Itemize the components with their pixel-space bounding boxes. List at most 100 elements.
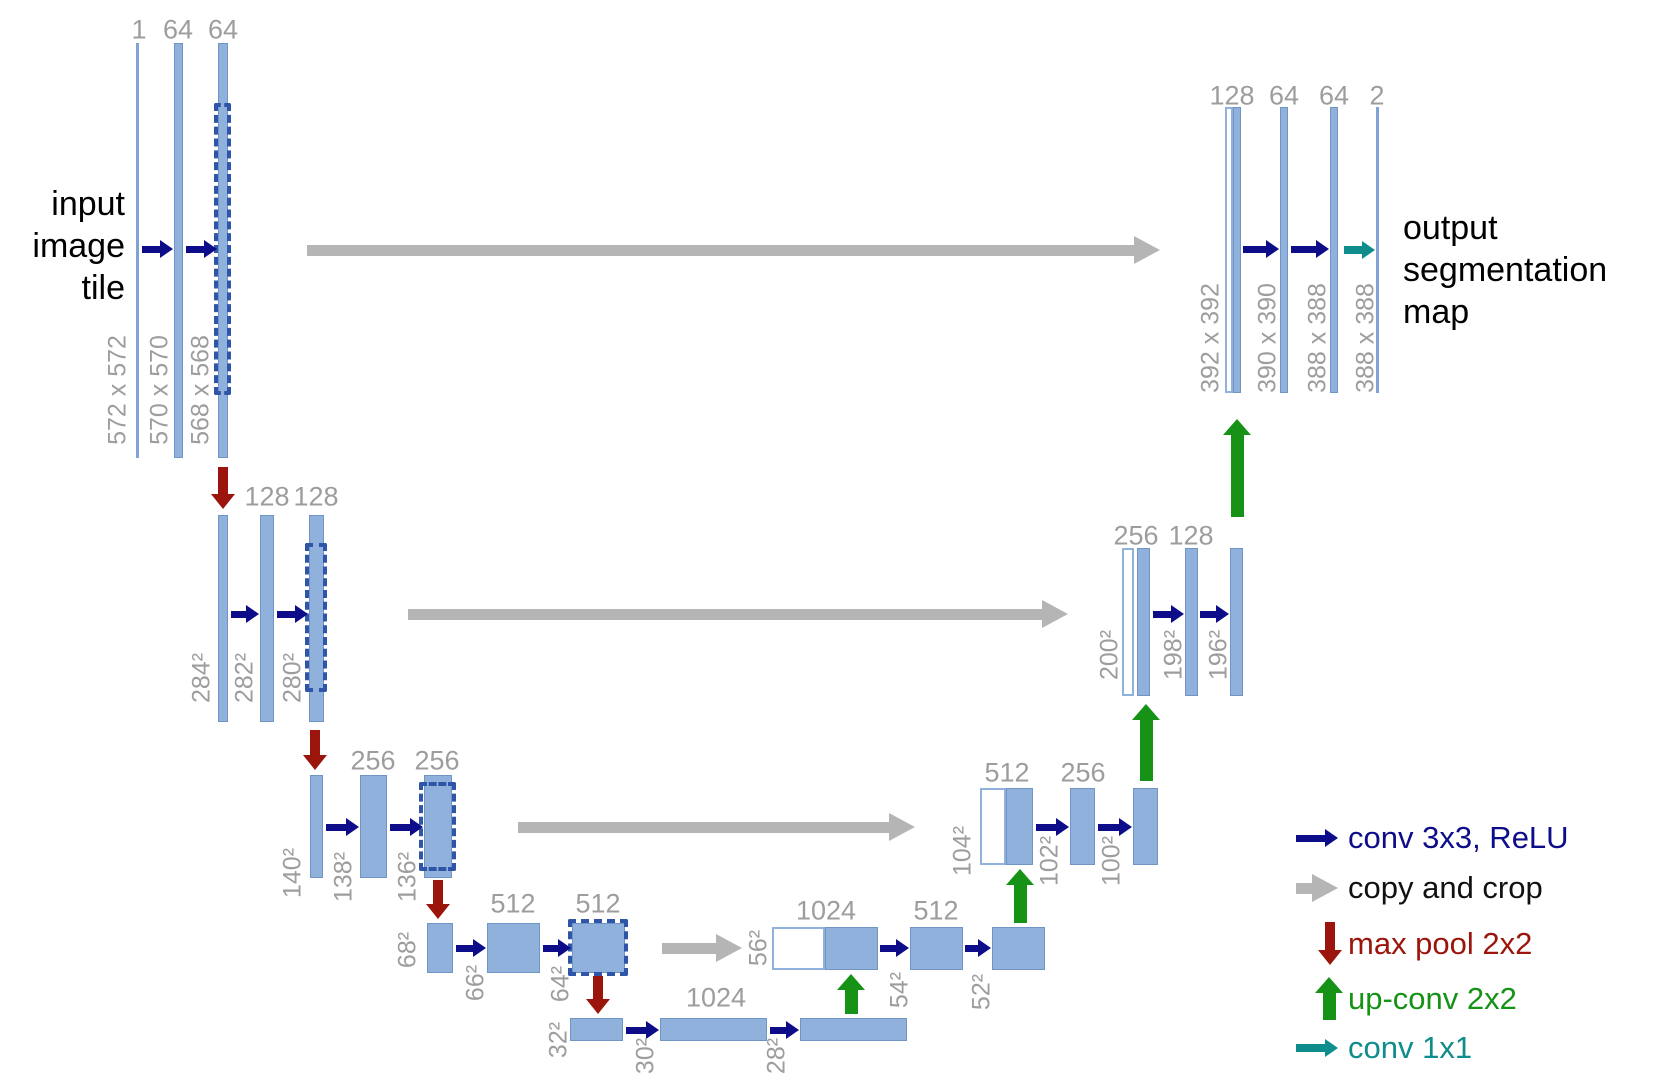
feature-size-label: 138²	[329, 851, 358, 903]
feature-map-bar	[260, 515, 274, 722]
feature-size-label: 104²	[948, 825, 977, 877]
copied-feature-map-bar	[1225, 107, 1233, 393]
feature-size-label: 64²	[546, 965, 575, 1003]
feature-map-bar	[487, 923, 540, 973]
crop-region-outline	[419, 782, 456, 871]
up-conv-arrow	[1223, 419, 1251, 517]
conv1x1-arrow	[1344, 240, 1375, 260]
copy-crop-arrow	[518, 813, 915, 841]
feature-size-label: 28²	[762, 1037, 791, 1075]
input-label-line: image	[32, 227, 125, 265]
input-label-line: tile	[81, 269, 125, 307]
feature-map-bar	[174, 43, 183, 458]
conv3x3-arrow	[231, 605, 259, 623]
max-pool-arrow	[211, 467, 235, 509]
feature-size-label: 392 x 392	[1196, 283, 1225, 393]
copy-crop-arrow	[307, 236, 1160, 264]
feature-map-bar	[572, 923, 625, 973]
channel-count-label: 128	[244, 481, 290, 512]
channel-count-label: 512	[913, 895, 959, 926]
channel-count-label: 128	[293, 481, 339, 512]
feature-map-bar	[310, 775, 323, 878]
channel-count-label: 2	[1369, 80, 1385, 111]
feature-map-bar	[1233, 107, 1241, 393]
channel-count-label: 128	[1209, 80, 1255, 111]
input-label-line: input	[51, 185, 125, 223]
conv3x3-arrow	[390, 818, 423, 836]
channel-count-label: 64	[207, 14, 239, 45]
conv3x3-arrow	[277, 605, 308, 623]
feature-size-label: 568 x 568	[186, 335, 215, 445]
feature-size-label: 388 x 388	[1351, 283, 1380, 393]
feature-map-bar	[136, 43, 139, 458]
max-pool-arrow	[586, 976, 610, 1014]
channel-count-label: 128	[1168, 520, 1214, 551]
feature-map-bar	[1330, 107, 1338, 393]
legend-label-conv3x3: conv 3x3, ReLU	[1348, 820, 1569, 855]
feature-size-label: 68²	[393, 931, 422, 969]
feature-size-label: 390 x 390	[1253, 283, 1282, 393]
conv3x3-arrow	[1200, 605, 1229, 623]
up-conv-arrow	[1132, 704, 1160, 781]
legend-copy-crop-arrow	[1296, 874, 1338, 902]
channel-count-label: 256	[1113, 520, 1159, 551]
feature-size-label: 32²	[544, 1021, 573, 1059]
feature-size-label: 196²	[1204, 629, 1233, 681]
feature-map-bar	[1133, 788, 1158, 865]
copied-feature-map-bar	[772, 927, 825, 970]
feature-size-label: 284²	[187, 652, 216, 704]
conv3x3-arrow	[1243, 240, 1279, 258]
feature-map-bar	[825, 927, 878, 970]
copied-feature-map-bar	[1122, 548, 1134, 696]
output-segmentation-map-label: output segmentation map	[1403, 207, 1607, 333]
channel-count-label: 1	[131, 14, 147, 45]
feature-map-bar	[1070, 788, 1095, 865]
crop-region-outline	[305, 543, 327, 692]
feature-size-label: 198²	[1159, 629, 1188, 681]
feature-map-bar	[427, 923, 453, 973]
feature-map-bar	[660, 1018, 767, 1041]
feature-map-bar	[992, 927, 1045, 970]
legend-max-pool-arrow	[1318, 922, 1342, 965]
output-label-line: output	[1403, 209, 1498, 247]
channel-count-label: 1024	[795, 895, 857, 926]
channel-count-label: 512	[575, 888, 621, 919]
feature-map-bar	[1137, 548, 1150, 696]
feature-size-label: 572 x 572	[103, 335, 132, 445]
feature-size-label: 282²	[230, 652, 259, 704]
feature-map-bar	[218, 515, 228, 722]
feature-map-bar	[1006, 788, 1033, 865]
conv3x3-arrow	[1291, 240, 1329, 258]
max-pool-arrow	[303, 730, 327, 770]
output-label-line: map	[1403, 293, 1470, 331]
feature-map-bar	[1280, 107, 1288, 393]
feature-size-label: 140²	[278, 847, 307, 899]
conv3x3-arrow	[626, 1021, 659, 1039]
legend-conv1x1-arrow	[1296, 1038, 1338, 1058]
feature-map-bar	[1185, 548, 1198, 696]
up-conv-arrow	[837, 974, 865, 1014]
channel-count-label: 256	[414, 745, 460, 776]
feature-size-label: 280²	[278, 652, 307, 704]
feature-map-bar	[1230, 548, 1243, 696]
conv3x3-arrow	[880, 939, 909, 957]
crop-region-outline	[568, 919, 628, 976]
legend-label-copy-crop: copy and crop	[1348, 870, 1543, 905]
feature-size-label: 388 x 388	[1303, 283, 1332, 393]
channel-count-label: 1024	[685, 982, 747, 1013]
feature-map-bar	[800, 1018, 907, 1041]
feature-map-bar	[360, 775, 387, 878]
channel-count-label: 512	[490, 888, 536, 919]
channel-count-label: 64	[1268, 80, 1300, 111]
conv3x3-arrow	[456, 939, 486, 957]
feature-size-label: 570 x 570	[145, 335, 174, 445]
legend-up-conv-arrow	[1315, 977, 1343, 1020]
channel-count-label: 256	[1060, 757, 1106, 788]
feature-size-label: 66²	[461, 964, 490, 1002]
copy-crop-arrow	[662, 934, 742, 962]
feature-size-label: 52²	[967, 973, 996, 1011]
feature-map-bar	[424, 775, 452, 878]
legend-label-max-pool: max pool 2x2	[1348, 926, 1533, 961]
channel-count-label: 64	[162, 14, 194, 45]
